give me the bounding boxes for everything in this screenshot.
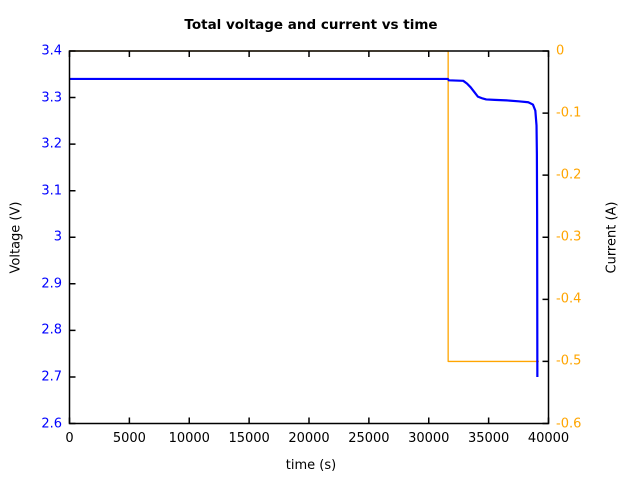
y-left-tick-label: 3.2 xyxy=(41,136,62,152)
y-left-axis-label: Voltage (V) xyxy=(8,201,24,274)
x-tick-label: 5000 xyxy=(112,431,146,446)
plot-frame xyxy=(68,50,550,425)
y-left-tick-label: 3.4 xyxy=(41,43,62,59)
axis-ticks xyxy=(68,50,550,425)
y-left-tick-label: 3 xyxy=(53,229,62,245)
y-left-tick-label: 3.3 xyxy=(41,90,62,106)
y-right-tick-label: -0.1 xyxy=(556,105,582,121)
chart-title: Total voltage and current vs time xyxy=(184,17,438,33)
y-right-tick-label: 0 xyxy=(556,43,565,59)
voltage-series-line xyxy=(69,77,539,377)
x-tick-label: 35000 xyxy=(467,431,510,446)
current-series-line xyxy=(69,50,539,363)
y-right-tick-label: -0.4 xyxy=(556,291,582,307)
x-tick-label: 30000 xyxy=(408,431,450,446)
y-left-tick-label: 2.7 xyxy=(41,369,62,385)
y-left-tick-label: 2.9 xyxy=(41,276,62,292)
y-left-tick-label: 3.1 xyxy=(41,183,62,199)
y-right-tick-label: -0.5 xyxy=(556,353,582,369)
y-right-axis-label: Current (A) xyxy=(604,201,620,274)
y-left-tick-label: 2.8 xyxy=(41,322,62,338)
y-right-tick-label: -0.2 xyxy=(556,167,582,183)
x-axis-label: time (s) xyxy=(285,458,337,473)
x-tick-label: 25000 xyxy=(348,431,390,446)
x-tick-label: 10000 xyxy=(168,431,210,446)
x-tick-label: 20000 xyxy=(288,431,330,446)
y-left-tick-label: 2.6 xyxy=(41,416,62,431)
x-tick-label: 15000 xyxy=(228,431,270,446)
y-right-tick-label: -0.3 xyxy=(556,229,582,245)
x-tick-label: 40000 xyxy=(527,431,570,446)
x-tick-label: 0 xyxy=(65,431,74,446)
y-right-tick-label: -0.6 xyxy=(556,416,582,431)
